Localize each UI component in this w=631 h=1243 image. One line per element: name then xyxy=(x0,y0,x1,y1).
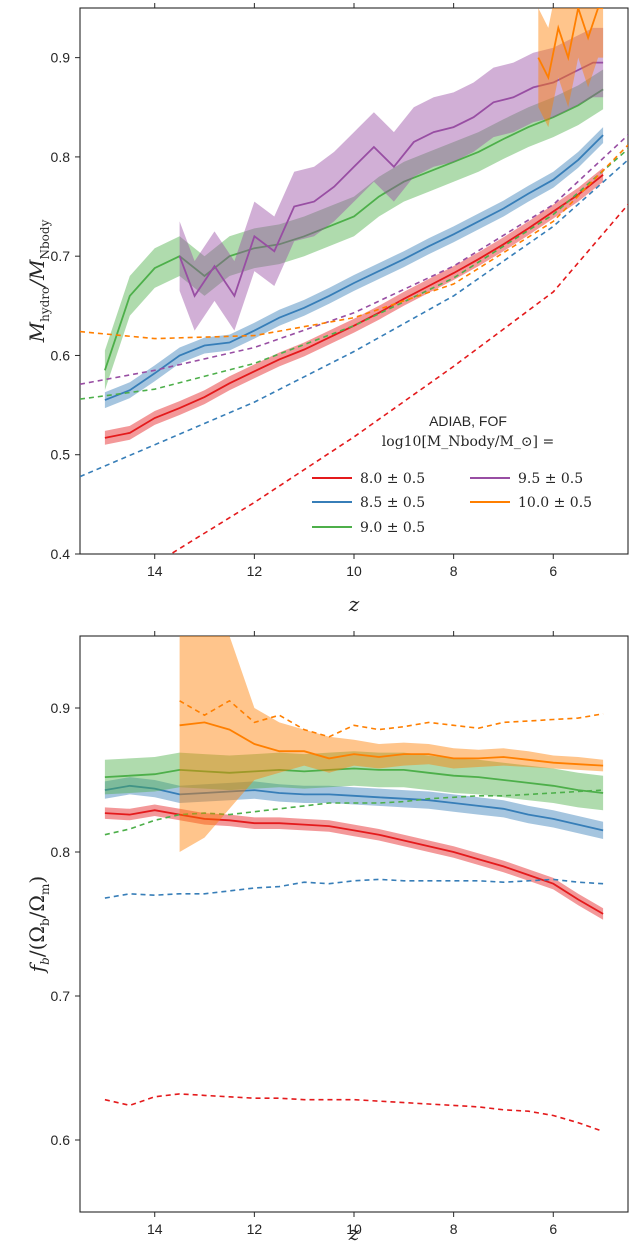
series-band xyxy=(104,751,604,811)
series-band xyxy=(104,777,604,839)
legend-title: ADIAB, FOF xyxy=(429,413,507,429)
series-line xyxy=(104,174,604,439)
series-line xyxy=(179,721,604,767)
top-x-axis-label: z xyxy=(348,592,360,616)
bottom-panel: z fb/(Ωb/Ωm) 14 12 10 8 60.60.70.80.9 xyxy=(25,631,629,1243)
y-tick-label: 0.6 xyxy=(51,347,71,363)
series-dashed-line xyxy=(179,699,604,738)
legend-subtitle: log10[M_Nbody/M_⊙] = xyxy=(382,434,554,450)
series-dashed-line xyxy=(80,144,628,340)
top-y-axis-label: Mhydro/MNbody xyxy=(25,219,52,343)
y-tick-label: 0.9 xyxy=(51,50,71,66)
series-band xyxy=(538,8,604,128)
y-tick-label: 0.5 xyxy=(51,447,71,463)
y-tick-label: 0.7 xyxy=(51,248,71,264)
y-tick-label: 0.8 xyxy=(51,149,71,165)
x-tick-label: 6 xyxy=(549,563,557,579)
series-band xyxy=(104,804,604,920)
legend-label: 10.0 ± 0.5 xyxy=(518,495,592,511)
series-band xyxy=(104,69,604,391)
legend-label: 9.0 ± 0.5 xyxy=(360,520,425,536)
y-tick-label: 0.6 xyxy=(51,1132,71,1148)
legend-label: 8.5 ± 0.5 xyxy=(360,495,425,511)
plot-area-0 xyxy=(80,8,628,554)
y-tick-label: 0.4 xyxy=(51,546,71,562)
series-dashed-line xyxy=(169,204,628,554)
series-line xyxy=(104,767,604,794)
series-line xyxy=(104,88,604,371)
series-dashed-line xyxy=(80,134,628,385)
legend-label: 9.5 ± 0.5 xyxy=(518,471,583,487)
series-dashed-line xyxy=(104,789,604,836)
x-tick-label: 14 xyxy=(147,1221,163,1237)
x-tick-label: 10 xyxy=(346,563,362,579)
x-tick-label: 8 xyxy=(450,1221,458,1237)
series-line xyxy=(537,8,604,81)
x-tick-label: 12 xyxy=(247,563,263,579)
top-panel: z Mhydro/MNbody 14 12 10 8 6 0.4 0.5 0.6 0.7 0.8 0… xyxy=(25,3,629,616)
legend-label: 8.0 ± 0.5 xyxy=(360,471,425,487)
series-dashed-line xyxy=(80,148,628,400)
y-tick-label: 0.8 xyxy=(51,844,71,860)
plot-area-1 xyxy=(104,636,604,1133)
legend: ADIAB, FOF log10[M_Nbody/M_⊙] = 8.0 ± 0.… xyxy=(312,413,592,536)
bottom-x-axis-label: z xyxy=(348,1221,360,1243)
series-dashed-line xyxy=(104,878,604,899)
svg-text:Mhydro/MNbody: Mhydro/MNbody xyxy=(25,219,52,343)
x-tick-label: 8 xyxy=(450,563,458,579)
series-line xyxy=(104,134,604,401)
series-line xyxy=(104,809,604,915)
series-line xyxy=(104,784,604,832)
series-band xyxy=(179,27,604,331)
y-tick-label: 0.9 xyxy=(51,700,71,716)
x-tick-label: 6 xyxy=(549,1221,557,1237)
series-dashed-line xyxy=(104,1093,604,1133)
x-tick-label: 14 xyxy=(147,563,163,579)
series-dashed-line xyxy=(80,159,628,478)
series-band xyxy=(104,127,604,409)
x-tick-label: 10 xyxy=(346,1221,362,1237)
series-band xyxy=(179,636,604,852)
y-tick-label: 0.7 xyxy=(51,988,71,1004)
series-line xyxy=(178,61,604,298)
x-tick-label: 12 xyxy=(247,1221,263,1237)
